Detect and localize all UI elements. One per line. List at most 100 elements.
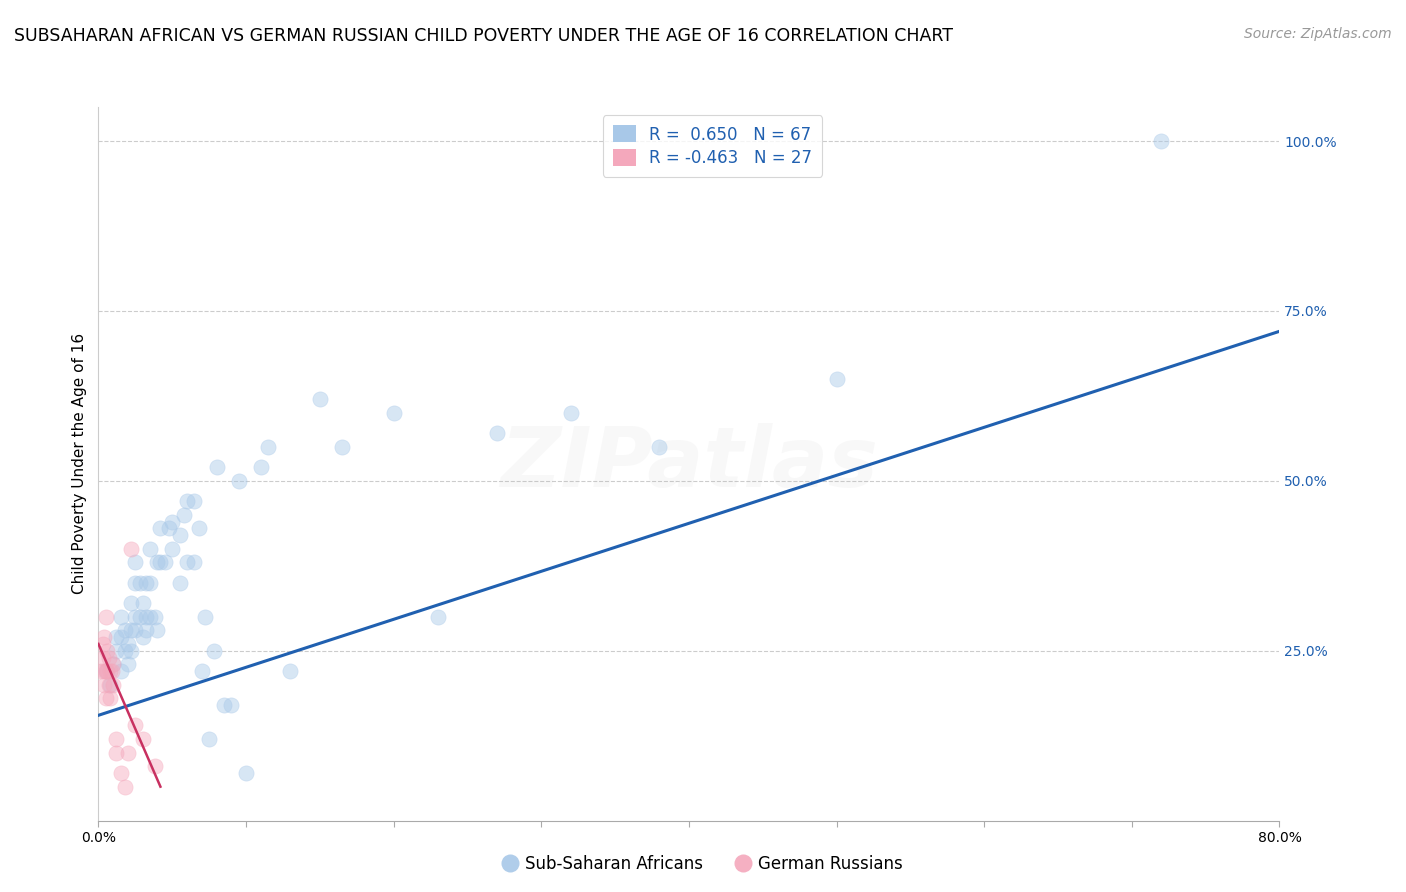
Point: [205, 460, 228, 475]
Point: [98, 691, 121, 706]
Text: SUBSAHARAN AFRICAN VS GERMAN RUSSIAN CHILD POVERTY UNDER THE AGE OF 16 CORRELATI: SUBSAHARAN AFRICAN VS GERMAN RUSSIAN CHI…: [14, 27, 953, 45]
Point: [139, 575, 162, 590]
Point: [96, 664, 118, 678]
Legend: R =  0.650   N = 67, R = -0.463   N = 27: R = 0.650 N = 67, R = -0.463 N = 27: [603, 115, 823, 177]
Point: [382, 406, 405, 420]
Point: [128, 575, 150, 590]
Point: [169, 575, 191, 590]
Point: [139, 541, 162, 556]
Point: [117, 657, 139, 672]
Point: [105, 644, 128, 658]
Point: [146, 555, 169, 569]
Point: [110, 609, 132, 624]
Point: [169, 528, 191, 542]
Point: [94, 664, 117, 678]
Point: [93, 630, 115, 644]
Point: [94, 664, 117, 678]
Point: [124, 624, 146, 638]
Point: [103, 678, 125, 692]
Text: Source: ZipAtlas.com: Source: ZipAtlas.com: [1244, 27, 1392, 41]
Point: [648, 440, 671, 454]
Point: [90, 664, 112, 678]
Point: [825, 372, 848, 386]
Point: [114, 624, 136, 638]
Y-axis label: Child Poverty Under the Age of 16: Child Poverty Under the Age of 16: [72, 334, 87, 594]
Point: [103, 657, 125, 672]
Point: [110, 766, 132, 780]
Point: [128, 609, 150, 624]
Point: [135, 624, 157, 638]
Point: [124, 718, 146, 732]
Point: [124, 555, 146, 569]
Point: [143, 609, 166, 624]
Legend: Sub-Saharan Africans, German Russians: Sub-Saharan Africans, German Russians: [496, 848, 910, 880]
Point: [97, 678, 120, 692]
Point: [212, 698, 235, 712]
Point: [124, 609, 146, 624]
Point: [117, 637, 139, 651]
Point: [149, 521, 172, 535]
Point: [202, 644, 225, 658]
Point: [96, 644, 118, 658]
Point: [100, 664, 122, 678]
Point: [114, 780, 136, 794]
Point: [110, 664, 132, 678]
Point: [153, 555, 176, 569]
Point: [173, 508, 195, 522]
Point: [250, 460, 273, 475]
Point: [176, 494, 198, 508]
Point: [110, 630, 132, 644]
Point: [183, 494, 205, 508]
Point: [309, 392, 332, 407]
Point: [120, 644, 142, 658]
Point: [560, 406, 582, 420]
Point: [146, 624, 169, 638]
Point: [93, 678, 115, 692]
Point: [124, 575, 146, 590]
Point: [149, 555, 172, 569]
Point: [198, 732, 221, 747]
Point: [93, 664, 115, 678]
Point: [114, 644, 136, 658]
Point: [132, 732, 155, 747]
Point: [120, 541, 142, 556]
Point: [139, 609, 162, 624]
Point: [143, 759, 166, 773]
Point: [120, 624, 142, 638]
Point: [105, 732, 128, 747]
Point: [105, 746, 128, 760]
Point: [94, 691, 117, 706]
Point: [98, 678, 121, 692]
Point: [98, 664, 121, 678]
Point: [132, 630, 155, 644]
Point: [183, 555, 205, 569]
Text: ZIPatlas: ZIPatlas: [501, 424, 877, 504]
Point: [132, 596, 155, 610]
Point: [157, 521, 180, 535]
Point: [120, 596, 142, 610]
Point: [91, 650, 114, 665]
Point: [257, 440, 280, 454]
Point: [187, 521, 209, 535]
Point: [117, 746, 139, 760]
Point: [486, 426, 509, 441]
Point: [91, 637, 114, 651]
Point: [427, 609, 450, 624]
Point: [235, 766, 257, 780]
Point: [330, 440, 353, 454]
Point: [103, 657, 125, 672]
Point: [135, 575, 157, 590]
Point: [94, 609, 117, 624]
Point: [135, 609, 157, 624]
Point: [97, 650, 120, 665]
Point: [278, 664, 302, 678]
Point: [191, 664, 214, 678]
Point: [176, 555, 198, 569]
Point: [162, 541, 183, 556]
Point: [194, 609, 217, 624]
Point: [219, 698, 242, 712]
Point: [162, 515, 183, 529]
Point: [105, 630, 128, 644]
Point: [228, 474, 250, 488]
Point: [1150, 134, 1173, 148]
